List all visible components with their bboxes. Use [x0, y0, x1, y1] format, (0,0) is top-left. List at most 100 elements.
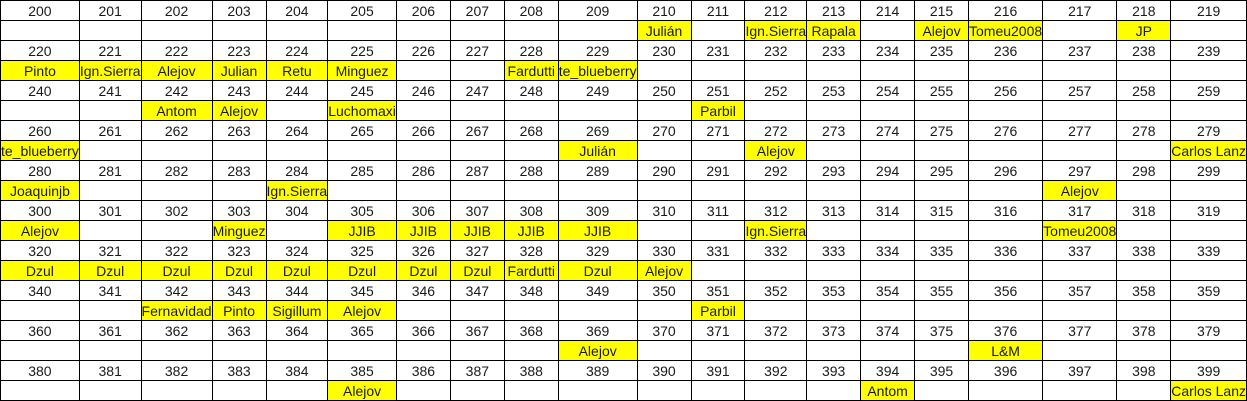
number-cell[interactable]: 369 [558, 321, 638, 341]
empty-cell[interactable] [969, 61, 1044, 81]
empty-cell[interactable] [266, 141, 329, 161]
number-cell[interactable]: 388 [504, 361, 559, 381]
empty-cell[interactable] [266, 101, 329, 121]
empty-cell[interactable] [1043, 381, 1118, 401]
number-cell[interactable]: 343 [212, 281, 267, 301]
number-cell[interactable]: 254 [861, 81, 916, 101]
number-cell[interactable]: 300 [1, 201, 80, 221]
number-cell[interactable]: 259 [1171, 81, 1247, 101]
empty-cell[interactable] [637, 381, 692, 401]
number-cell[interactable]: 357 [1043, 281, 1118, 301]
empty-cell[interactable] [691, 21, 746, 41]
number-cell[interactable]: 281 [79, 161, 142, 181]
number-cell[interactable]: 285 [328, 161, 397, 181]
number-cell[interactable]: 205 [328, 1, 397, 21]
number-cell[interactable]: 213 [807, 1, 862, 21]
number-cell[interactable]: 283 [212, 161, 267, 181]
number-cell[interactable]: 366 [396, 321, 451, 341]
number-cell[interactable]: 337 [1043, 241, 1118, 261]
name-cell[interactable]: Minguez [328, 61, 397, 81]
number-cell[interactable]: 266 [396, 121, 451, 141]
empty-cell[interactable] [504, 381, 559, 401]
number-cell[interactable]: 287 [450, 161, 505, 181]
number-cell[interactable]: 223 [212, 41, 267, 61]
empty-cell[interactable] [396, 61, 451, 81]
empty-cell[interactable] [1, 21, 80, 41]
number-cell[interactable]: 370 [637, 321, 692, 341]
number-cell[interactable]: 341 [79, 281, 142, 301]
empty-cell[interactable] [328, 21, 397, 41]
empty-cell[interactable] [691, 141, 746, 161]
empty-cell[interactable] [969, 221, 1044, 241]
number-cell[interactable]: 315 [915, 201, 969, 221]
number-cell[interactable]: 293 [807, 161, 862, 181]
empty-cell[interactable] [969, 141, 1044, 161]
number-cell[interactable]: 290 [637, 161, 692, 181]
name-cell[interactable]: Dzul [141, 261, 213, 281]
number-cell[interactable]: 215 [915, 1, 969, 21]
number-cell[interactable]: 241 [79, 81, 142, 101]
number-cell[interactable]: 397 [1043, 361, 1118, 381]
empty-cell[interactable] [861, 141, 916, 161]
number-cell[interactable]: 326 [396, 241, 451, 261]
number-cell[interactable]: 296 [969, 161, 1044, 181]
number-cell[interactable]: 252 [745, 81, 808, 101]
number-cell[interactable]: 250 [637, 81, 692, 101]
number-cell[interactable]: 201 [79, 1, 142, 21]
name-cell[interactable]: Ign.Sierra [745, 221, 808, 241]
number-cell[interactable]: 245 [328, 81, 397, 101]
name-cell[interactable]: Carlos Lanz [1171, 141, 1247, 161]
empty-cell[interactable] [691, 261, 746, 281]
number-cell[interactable]: 206 [396, 1, 451, 21]
number-cell[interactable]: 240 [1, 81, 80, 101]
number-cell[interactable]: 226 [396, 41, 451, 61]
number-cell[interactable]: 313 [807, 201, 862, 221]
number-cell[interactable]: 203 [212, 1, 267, 21]
number-cell[interactable]: 235 [915, 41, 969, 61]
empty-cell[interactable] [637, 341, 692, 361]
number-cell[interactable]: 386 [396, 361, 451, 381]
number-cell[interactable]: 336 [969, 241, 1044, 261]
number-cell[interactable]: 216 [969, 1, 1044, 21]
empty-cell[interactable] [141, 221, 213, 241]
number-cell[interactable]: 394 [861, 361, 916, 381]
empty-cell[interactable] [1117, 381, 1172, 401]
number-cell[interactable]: 289 [558, 161, 638, 181]
number-cell[interactable]: 346 [396, 281, 451, 301]
empty-cell[interactable] [691, 341, 746, 361]
number-cell[interactable]: 269 [558, 121, 638, 141]
empty-cell[interactable] [637, 301, 692, 321]
number-cell[interactable]: 243 [212, 81, 267, 101]
name-cell[interactable]: Dzul [450, 261, 505, 281]
number-cell[interactable]: 275 [915, 121, 969, 141]
empty-cell[interactable] [328, 181, 397, 201]
empty-cell[interactable] [969, 301, 1044, 321]
number-cell[interactable]: 375 [915, 321, 969, 341]
name-cell[interactable]: Antom [861, 381, 916, 401]
number-cell[interactable]: 301 [79, 201, 142, 221]
empty-cell[interactable] [450, 101, 505, 121]
number-cell[interactable]: 323 [212, 241, 267, 261]
name-cell[interactable]: Tomeu2008 [1043, 221, 1118, 241]
number-cell[interactable]: 247 [450, 81, 505, 101]
number-cell[interactable]: 384 [266, 361, 329, 381]
number-cell[interactable]: 228 [504, 41, 559, 61]
number-cell[interactable]: 202 [141, 1, 213, 21]
number-cell[interactable]: 263 [212, 121, 267, 141]
number-cell[interactable]: 396 [969, 361, 1044, 381]
empty-cell[interactable] [504, 181, 559, 201]
empty-cell[interactable] [79, 301, 142, 321]
number-cell[interactable]: 373 [807, 321, 862, 341]
number-cell[interactable]: 249 [558, 81, 638, 101]
number-cell[interactable]: 280 [1, 161, 80, 181]
empty-cell[interactable] [637, 61, 692, 81]
empty-cell[interactable] [1171, 261, 1247, 281]
number-cell[interactable]: 237 [1043, 41, 1118, 61]
empty-cell[interactable] [637, 141, 692, 161]
number-cell[interactable]: 270 [637, 121, 692, 141]
empty-cell[interactable] [396, 341, 451, 361]
number-cell[interactable]: 291 [691, 161, 746, 181]
number-cell[interactable]: 282 [141, 161, 213, 181]
empty-cell[interactable] [328, 141, 397, 161]
empty-cell[interactable] [915, 181, 969, 201]
